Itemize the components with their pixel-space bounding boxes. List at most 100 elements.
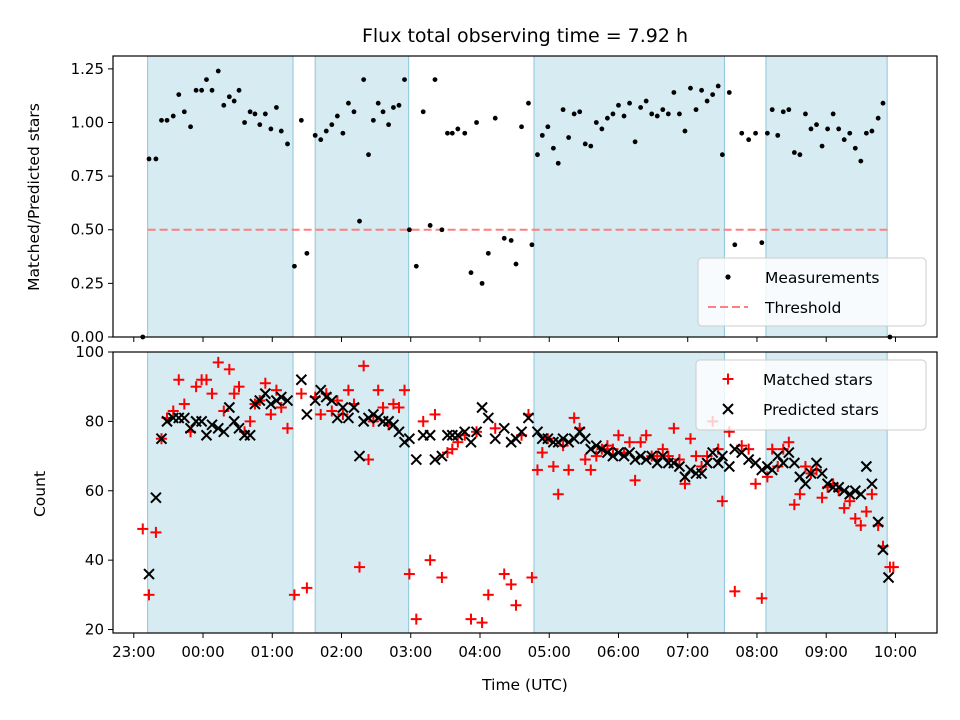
measurement-point <box>298 117 304 123</box>
predicted-star-point <box>195 415 208 428</box>
legend-measurements-marker <box>725 274 731 280</box>
matched-star-point <box>777 443 789 455</box>
observing-window-band <box>314 55 410 338</box>
matched-star-point <box>629 474 641 486</box>
matched-star-point <box>750 478 762 490</box>
matched-star-point <box>143 589 155 601</box>
matched-star-point <box>536 447 548 459</box>
predicted-star-point <box>684 464 697 476</box>
predicted-star-point <box>244 429 256 441</box>
legend-measurements-label: Measurements <box>765 269 880 287</box>
measurement-point <box>231 98 237 104</box>
measurement-point <box>803 111 808 117</box>
matched-star-point <box>436 571 448 583</box>
matched-star-point <box>342 384 354 396</box>
measurement-point <box>682 128 688 134</box>
predicted-star-point <box>178 412 191 424</box>
measurement-point <box>366 152 371 158</box>
matched-star-point <box>337 408 349 420</box>
matched-star-point <box>315 408 327 420</box>
measurement-point <box>710 92 716 98</box>
matched-star-point <box>590 450 602 462</box>
predicted-star-point <box>206 419 218 431</box>
measurement-point <box>671 90 677 95</box>
measurement-point <box>508 238 514 243</box>
measurement-point <box>449 130 455 136</box>
x-tick-label: 10:00 <box>874 643 917 661</box>
predicted-star-point <box>436 450 448 462</box>
measurement-point <box>236 87 242 93</box>
measurement-point <box>292 263 297 269</box>
measurement-point <box>863 130 869 136</box>
measurement-point <box>775 132 781 138</box>
matched-star-point <box>766 443 778 455</box>
predicted-star-point <box>200 429 213 441</box>
measurement-point <box>274 105 279 110</box>
predicted-star-point <box>607 450 619 462</box>
observing-window-band <box>533 55 725 338</box>
measurement-point <box>610 111 616 117</box>
predicted-star-point <box>424 429 436 441</box>
predicted-star-point <box>877 544 889 556</box>
matched-star-point <box>668 422 680 434</box>
matched-star-point <box>684 433 696 445</box>
predicted-star-point <box>393 426 405 438</box>
measurement-point <box>247 109 253 115</box>
matched-star-point <box>301 582 313 594</box>
predicted-star-point <box>872 516 884 528</box>
measurement-point <box>841 137 847 143</box>
predicted-star-point <box>531 426 544 438</box>
matched-star-point <box>585 464 597 476</box>
matched-star-point <box>849 513 861 525</box>
matched-star-point <box>563 464 575 476</box>
predicted-star-point <box>832 481 845 494</box>
matched-star-point <box>679 478 691 490</box>
measurement-point <box>588 143 594 149</box>
matched-star-point <box>887 561 899 573</box>
measurement-point <box>153 156 159 162</box>
measurement-point <box>704 98 710 104</box>
measurement-point <box>278 128 284 134</box>
x-tick-label: 07:00 <box>666 643 709 661</box>
measurement-point <box>226 94 232 100</box>
matched-star-point <box>358 360 370 372</box>
matched-star-point <box>465 613 477 625</box>
measurement-point <box>836 126 842 132</box>
predicted-star-point <box>498 422 510 435</box>
measurement-point <box>577 109 583 115</box>
measurement-point <box>830 111 836 117</box>
measurement-point <box>432 77 438 82</box>
measurement-point <box>814 122 819 128</box>
measurement-point <box>485 250 491 256</box>
matched-star-point <box>228 388 240 400</box>
measurement-point <box>746 137 752 143</box>
y-tick-label: 0.25 <box>71 274 104 292</box>
measurement-point <box>688 85 693 91</box>
bottom-y-ticks: 20 40 60 80 100 <box>75 343 113 639</box>
y-tick-label: 0.50 <box>71 221 104 239</box>
measurement-point <box>199 87 205 93</box>
measurement-point <box>181 109 187 115</box>
matched-star-point <box>855 519 867 531</box>
matched-star-point <box>761 471 773 483</box>
measurement-point <box>439 227 445 233</box>
predicted-star-point <box>729 443 741 455</box>
measurement-point <box>304 250 310 256</box>
measurement-point <box>413 263 419 269</box>
predicted-star-point <box>452 429 464 441</box>
predicted-star-point <box>223 401 236 414</box>
predicted-star-point <box>228 415 240 428</box>
measurement-point <box>329 122 335 128</box>
matched-star-point <box>363 454 375 466</box>
matched-star-point <box>640 429 652 441</box>
matched-star-point <box>387 398 399 410</box>
matched-star-point <box>190 381 202 393</box>
y-tick-label: 100 <box>75 343 104 361</box>
measurement-point <box>627 100 632 106</box>
measurement-point <box>406 227 412 233</box>
predicted-star-point <box>849 485 861 497</box>
predicted-star-point <box>579 433 591 445</box>
predicted-star-point <box>465 436 477 448</box>
predicted-star-point <box>441 429 454 441</box>
matched-star-point <box>799 460 811 472</box>
